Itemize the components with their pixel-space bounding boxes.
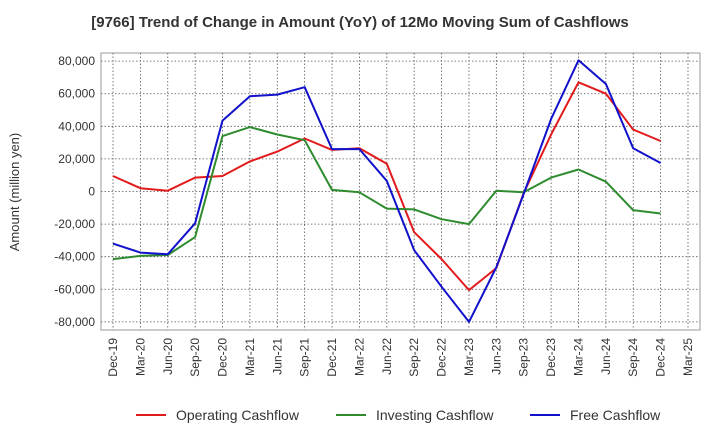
x-tick-label: Sep-24 (626, 338, 640, 377)
y-tick-label: -20,000 (54, 217, 95, 231)
legend-item-investing-cashflow: Investing Cashflow (336, 405, 494, 425)
x-tick-label: Dec-20 (216, 338, 230, 377)
x-tick-label: Dec-21 (325, 338, 339, 377)
x-tick-label: Mar-22 (352, 338, 366, 376)
grid (100, 52, 701, 331)
x-tick-label: Jun-22 (380, 338, 394, 375)
legend-item-operating-cashflow: Operating Cashflow (136, 405, 299, 425)
x-tick-label: Jun-23 (489, 338, 503, 375)
x-tick-label: Mar-21 (243, 338, 257, 376)
legend-swatch-free-cashflow (530, 414, 560, 416)
legend-swatch-operating-cashflow (136, 414, 166, 416)
x-tick-label: Sep-23 (517, 338, 531, 377)
x-tick-label: Jun-20 (161, 338, 175, 375)
x-tick-label: Mar-23 (462, 338, 476, 376)
axes: 80,000 60,000 40,000 20,000 0 -20,000 -40,000 -… (54, 54, 695, 377)
y-tick-label: 60,000 (58, 87, 95, 101)
x-tick-label: Sep-21 (298, 338, 312, 377)
y-tick-label: 80,000 (58, 54, 95, 68)
x-tick-label: Sep-22 (407, 338, 421, 377)
y-tick-label: 0 (88, 185, 95, 199)
x-tick-label: Mar-20 (133, 338, 147, 376)
x-tick-label: Dec-22 (435, 338, 449, 377)
series-line-free-cashflow (112, 59, 662, 323)
y-tick-label: -60,000 (54, 282, 95, 296)
series-line-operating-cashflow (112, 81, 661, 292)
legend: Operating Cashflow Investing Cashflow Fr… (0, 405, 720, 425)
y-tick-label: -40,000 (54, 250, 95, 264)
x-tick-label: Jun-21 (270, 338, 284, 375)
x-tick-label: Dec-19 (106, 338, 120, 377)
x-tick-label: Jun-24 (599, 338, 613, 375)
y-tick-label: -80,000 (54, 315, 95, 329)
series-line-investing-cashflow (112, 126, 661, 261)
x-tick-label: Dec-23 (544, 338, 558, 377)
y-tick-label: 40,000 (58, 119, 95, 133)
legend-swatch-investing-cashflow (336, 414, 366, 416)
legend-label-operating-cashflow: Operating Cashflow (176, 407, 299, 423)
series-lines (112, 59, 662, 323)
x-tick-label: Sep-20 (188, 338, 202, 377)
chart-title: [9766] Trend of Change in Amount (YoY) o… (91, 14, 629, 31)
y-tick-label: 20,000 (58, 152, 95, 166)
x-tick-label: Mar-24 (571, 338, 585, 376)
x-tick-label: Dec-24 (654, 338, 668, 377)
y-axis-label: Amount (million yen) (7, 133, 22, 252)
legend-item-free-cashflow: Free Cashflow (530, 405, 660, 425)
legend-label-investing-cashflow: Investing Cashflow (376, 407, 494, 423)
legend-label-free-cashflow: Free Cashflow (570, 407, 661, 423)
x-tick-label: Mar-25 (681, 338, 695, 376)
